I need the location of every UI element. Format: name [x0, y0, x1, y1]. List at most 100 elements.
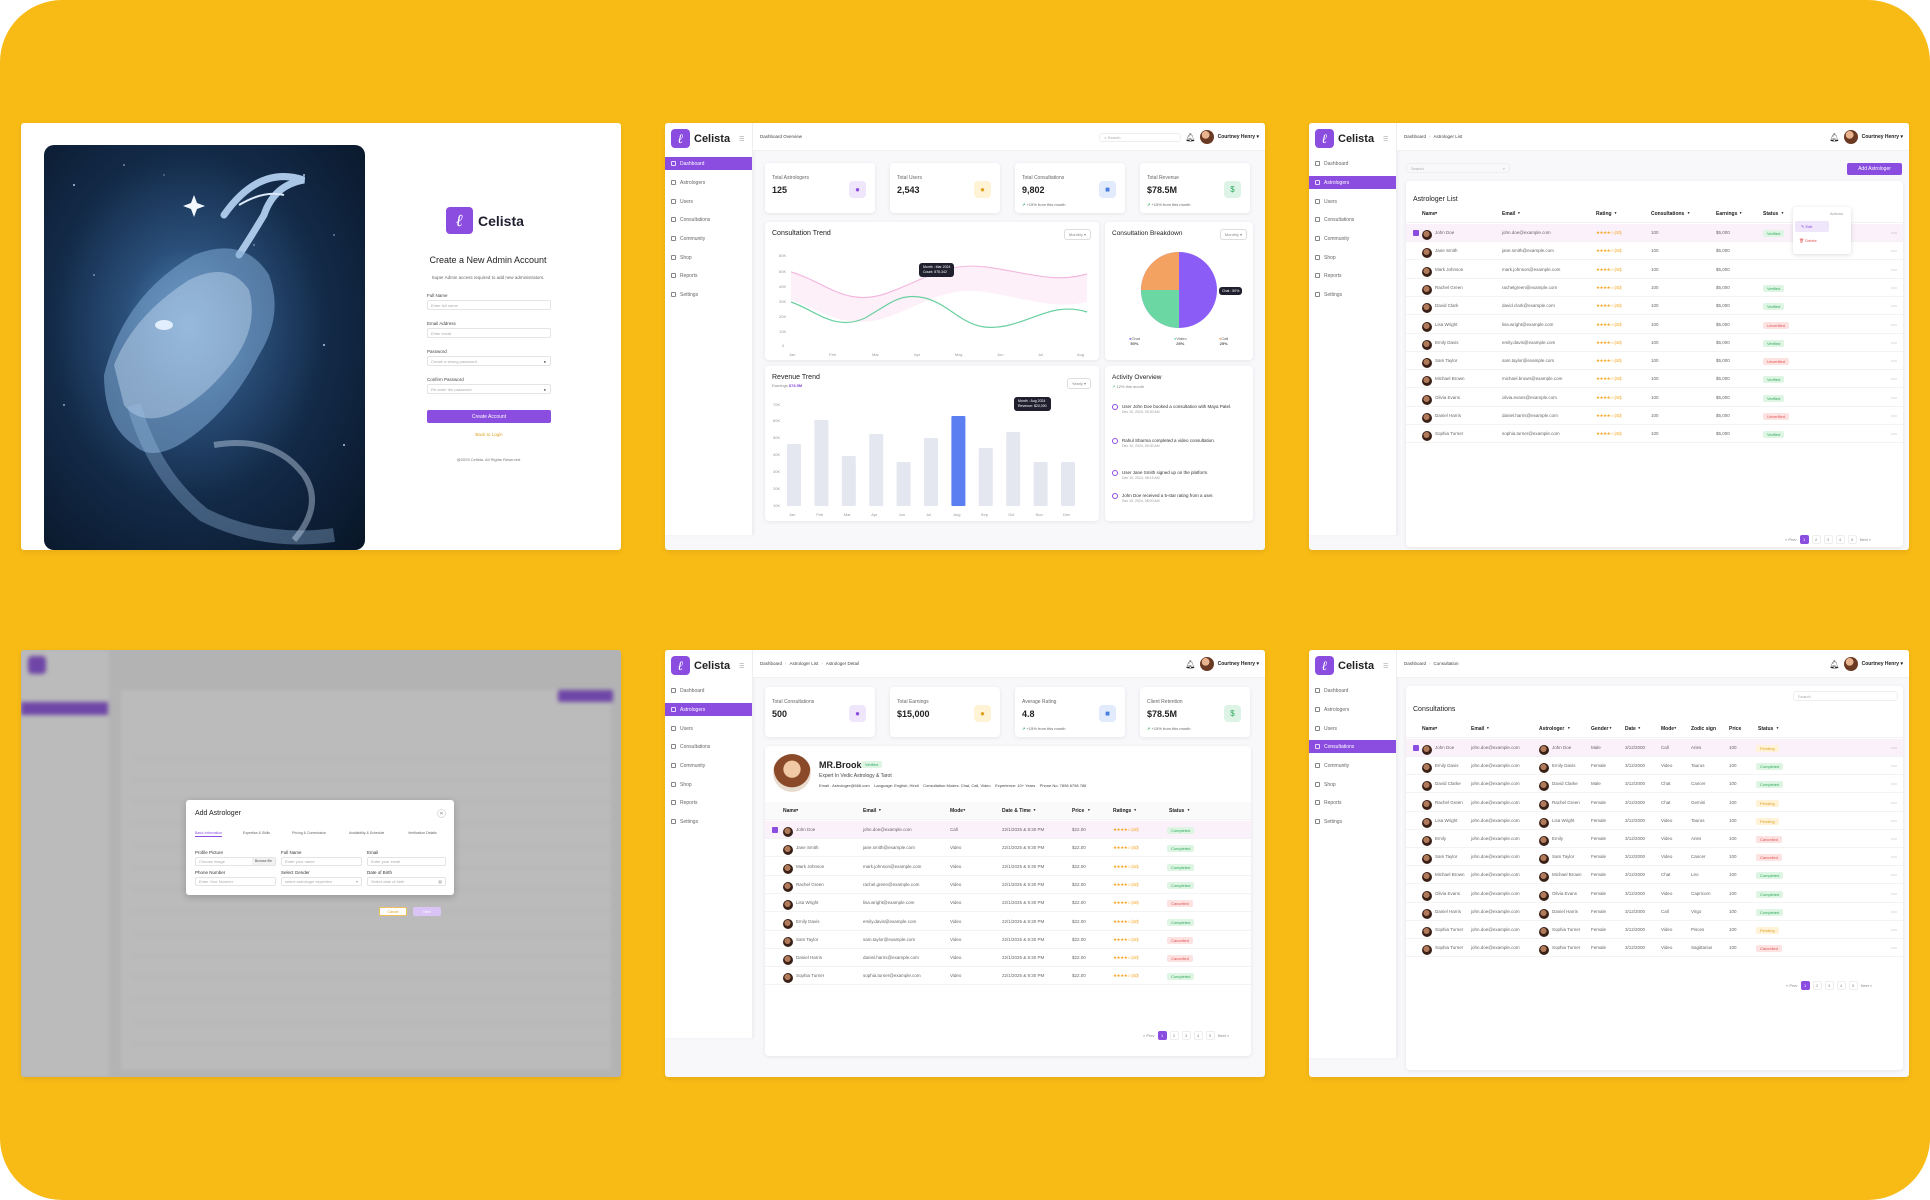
- revenue-bar[interactable]: [841, 456, 856, 506]
- profile-picture-input[interactable]: Choose image Browse file: [195, 857, 276, 866]
- avatar[interactable]: [1199, 130, 1214, 144]
- row-checkbox[interactable]: [1413, 745, 1419, 751]
- revenue-bar[interactable]: [951, 416, 966, 506]
- nav-dashboard[interactable]: Dashboard: [1309, 684, 1396, 697]
- row-checkbox[interactable]: [1413, 230, 1419, 236]
- more-actions-icon[interactable]: ⋯: [1891, 231, 1897, 237]
- nav-community[interactable]: Community: [1309, 759, 1396, 772]
- breadcrumb-item[interactable]: Dashboard: [760, 661, 783, 666]
- table-row[interactable]: Sophia Turner sophia.turner@example.com ★★…: [1406, 425, 1903, 444]
- prev-button[interactable]: « Prev: [1786, 983, 1798, 988]
- page-button[interactable]: 5: [1848, 981, 1858, 990]
- collapse-icon[interactable]: ☰: [1383, 137, 1389, 143]
- table-row[interactable]: Michael Brown john.doe@example.com Michael…: [1406, 866, 1903, 885]
- nav-community[interactable]: Community: [665, 232, 752, 245]
- sort-icon[interactable]: ▾: [1518, 211, 1520, 215]
- prev-button[interactable]: « Prev: [1143, 1033, 1155, 1038]
- bell-icon[interactable]: 🔔︎: [1829, 659, 1840, 669]
- table-row[interactable]: Jane Smith jane.smith@example.com ★★★★☆ (4…: [1406, 242, 1903, 261]
- more-actions-icon[interactable]: ⋯: [1891, 395, 1897, 402]
- table-row[interactable]: Emily Davis emily.davis@example.com ★★★★☆ …: [1406, 334, 1903, 352]
- more-actions-icon[interactable]: ⋯: [1891, 359, 1897, 366]
- tab-verification[interactable]: Verification Details: [408, 831, 437, 835]
- breadcrumb-item[interactable]: Astrologer List: [789, 661, 819, 666]
- table-row[interactable]: Jane Smith jane.smith@example.com Video 22/…: [765, 839, 1251, 858]
- page-button[interactable]: 1: [1799, 535, 1809, 544]
- table-row[interactable]: Olivia Evans john.doe@example.com Olivia E…: [1406, 885, 1903, 903]
- eye-off-icon[interactable]: ●: [543, 386, 546, 392]
- nav-shop[interactable]: Shop: [665, 778, 752, 791]
- table-row[interactable]: Sam Taylor sam.taylor@example.com ★★★★☆ (4…: [1406, 352, 1903, 371]
- table-row[interactable]: Michael Brown michael.brown@example.com ★★…: [1406, 370, 1903, 389]
- tab-basic-information[interactable]: Basic Information: [195, 831, 223, 837]
- more-actions-icon[interactable]: ⋯: [1891, 746, 1897, 752]
- tab-pricing[interactable]: Pricing & Commission: [292, 831, 327, 835]
- email-input[interactable]: Enter email: [427, 328, 551, 338]
- table-row[interactable]: Daniel Harris daniel.harris@example.com ★★…: [1406, 407, 1903, 425]
- nav-dashboard[interactable]: Dashboard: [665, 684, 752, 697]
- nav-users[interactable]: Users: [665, 722, 752, 735]
- sort-icon[interactable]: ▾: [796, 808, 799, 812]
- user-name[interactable]: Courtney Henry ▾: [1861, 661, 1903, 667]
- breadcrumb-item[interactable]: Dashboard: [1404, 661, 1427, 666]
- filter-dropdown[interactable]: Monthly ▾: [1063, 229, 1091, 240]
- table-row[interactable]: Daniel Harris john.doe@example.com Daniel …: [1406, 903, 1903, 921]
- sort-icon[interactable]: ▾: [1187, 808, 1190, 812]
- more-actions-icon[interactable]: ⋯: [1891, 285, 1897, 292]
- sort-icon[interactable]: ▾: [1435, 726, 1438, 730]
- sort-icon[interactable]: ▾: [1088, 808, 1090, 812]
- avatar[interactable]: [1199, 657, 1214, 671]
- nav-reports[interactable]: Reports: [1309, 796, 1396, 809]
- revenue-bar[interactable]: [978, 448, 993, 506]
- more-actions-icon[interactable]: ⋯: [1891, 377, 1897, 384]
- table-row[interactable]: Emily john.doe@example.com Emily Female 3/12…: [1406, 830, 1903, 848]
- table-row[interactable]: David Clark david.clark@example.com ★★★★☆ …: [1406, 297, 1903, 316]
- page-button[interactable]: 3: [1823, 535, 1833, 544]
- nav-users[interactable]: Users: [665, 195, 752, 208]
- nav-users[interactable]: Users: [1309, 195, 1396, 208]
- table-row[interactable]: Rachel Green rachel.green@example.com Vide…: [765, 876, 1251, 894]
- password-input[interactable]: Create a strong password ●: [427, 356, 551, 366]
- user-name[interactable]: Courtney Henry ▾: [1861, 134, 1903, 140]
- table-row[interactable]: Lisa Wright lisa.wright@example.com ★★★★☆ …: [1406, 316, 1903, 334]
- full-name-input[interactable]: Enter your name: [281, 857, 362, 866]
- table-row[interactable]: Mark Johnson mark.johnson@example.com Vide…: [765, 858, 1251, 876]
- table-row[interactable]: Sam Taylor john.doe@example.com Sam Taylor…: [1406, 848, 1903, 867]
- nav-astrologers[interactable]: Astrologers: [1309, 176, 1396, 189]
- more-actions-icon[interactable]: ⋯: [1891, 891, 1897, 898]
- nav-shop[interactable]: Shop: [1309, 778, 1396, 791]
- more-actions-icon[interactable]: ⋯: [1891, 249, 1897, 256]
- nav-astrologers[interactable]: Astrologers: [665, 176, 752, 189]
- more-actions-icon[interactable]: ⋯: [1891, 855, 1897, 862]
- nav-reports[interactable]: Reports: [665, 269, 752, 282]
- nav-shop[interactable]: Shop: [1309, 251, 1396, 264]
- page-button[interactable]: 2: [1812, 981, 1822, 990]
- page-button[interactable]: 1: [1800, 981, 1810, 990]
- next-button[interactable]: Next »: [1860, 983, 1873, 988]
- nav-astrologers[interactable]: Astrologers: [1309, 703, 1396, 716]
- page-button[interactable]: 2: [1169, 1031, 1179, 1040]
- menu-delete[interactable]: 🗑︎ Delete: [1793, 235, 1851, 246]
- filter-dropdown[interactable]: Monthly ▾: [1219, 229, 1247, 240]
- create-account-button[interactable]: Create Account: [427, 410, 551, 423]
- tab-availability[interactable]: Availability & Schedule: [349, 831, 385, 835]
- more-actions-icon[interactable]: ⋯: [1891, 414, 1897, 420]
- revenue-bar[interactable]: [1033, 462, 1048, 506]
- revenue-bar[interactable]: [896, 462, 911, 506]
- page-button[interactable]: 1: [1157, 1031, 1167, 1040]
- prev-button[interactable]: « Prev: [1785, 537, 1797, 542]
- nav-consultations[interactable]: Consultations: [1309, 213, 1396, 226]
- nav-dashboard[interactable]: Dashboard: [665, 157, 752, 170]
- page-button[interactable]: 5: [1847, 535, 1857, 544]
- table-row[interactable]: Sophia Turner sophia.turner@example.com Vi…: [765, 967, 1251, 986]
- full-name-input[interactable]: Enter full name: [427, 300, 551, 310]
- table-row[interactable]: Rachel Green john.doe@example.com Rachel G…: [1406, 794, 1903, 812]
- sort-icon[interactable]: ▾: [1609, 726, 1612, 730]
- more-actions-icon[interactable]: ⋯: [1891, 818, 1897, 825]
- nav-users[interactable]: Users: [1309, 722, 1396, 735]
- sort-icon[interactable]: ▾: [1687, 211, 1690, 215]
- nav-settings[interactable]: Settings: [665, 815, 752, 828]
- sort-icon[interactable]: ▾: [1776, 726, 1779, 730]
- more-actions-icon[interactable]: ⋯: [1891, 837, 1897, 843]
- revenue-bar[interactable]: [1061, 462, 1075, 506]
